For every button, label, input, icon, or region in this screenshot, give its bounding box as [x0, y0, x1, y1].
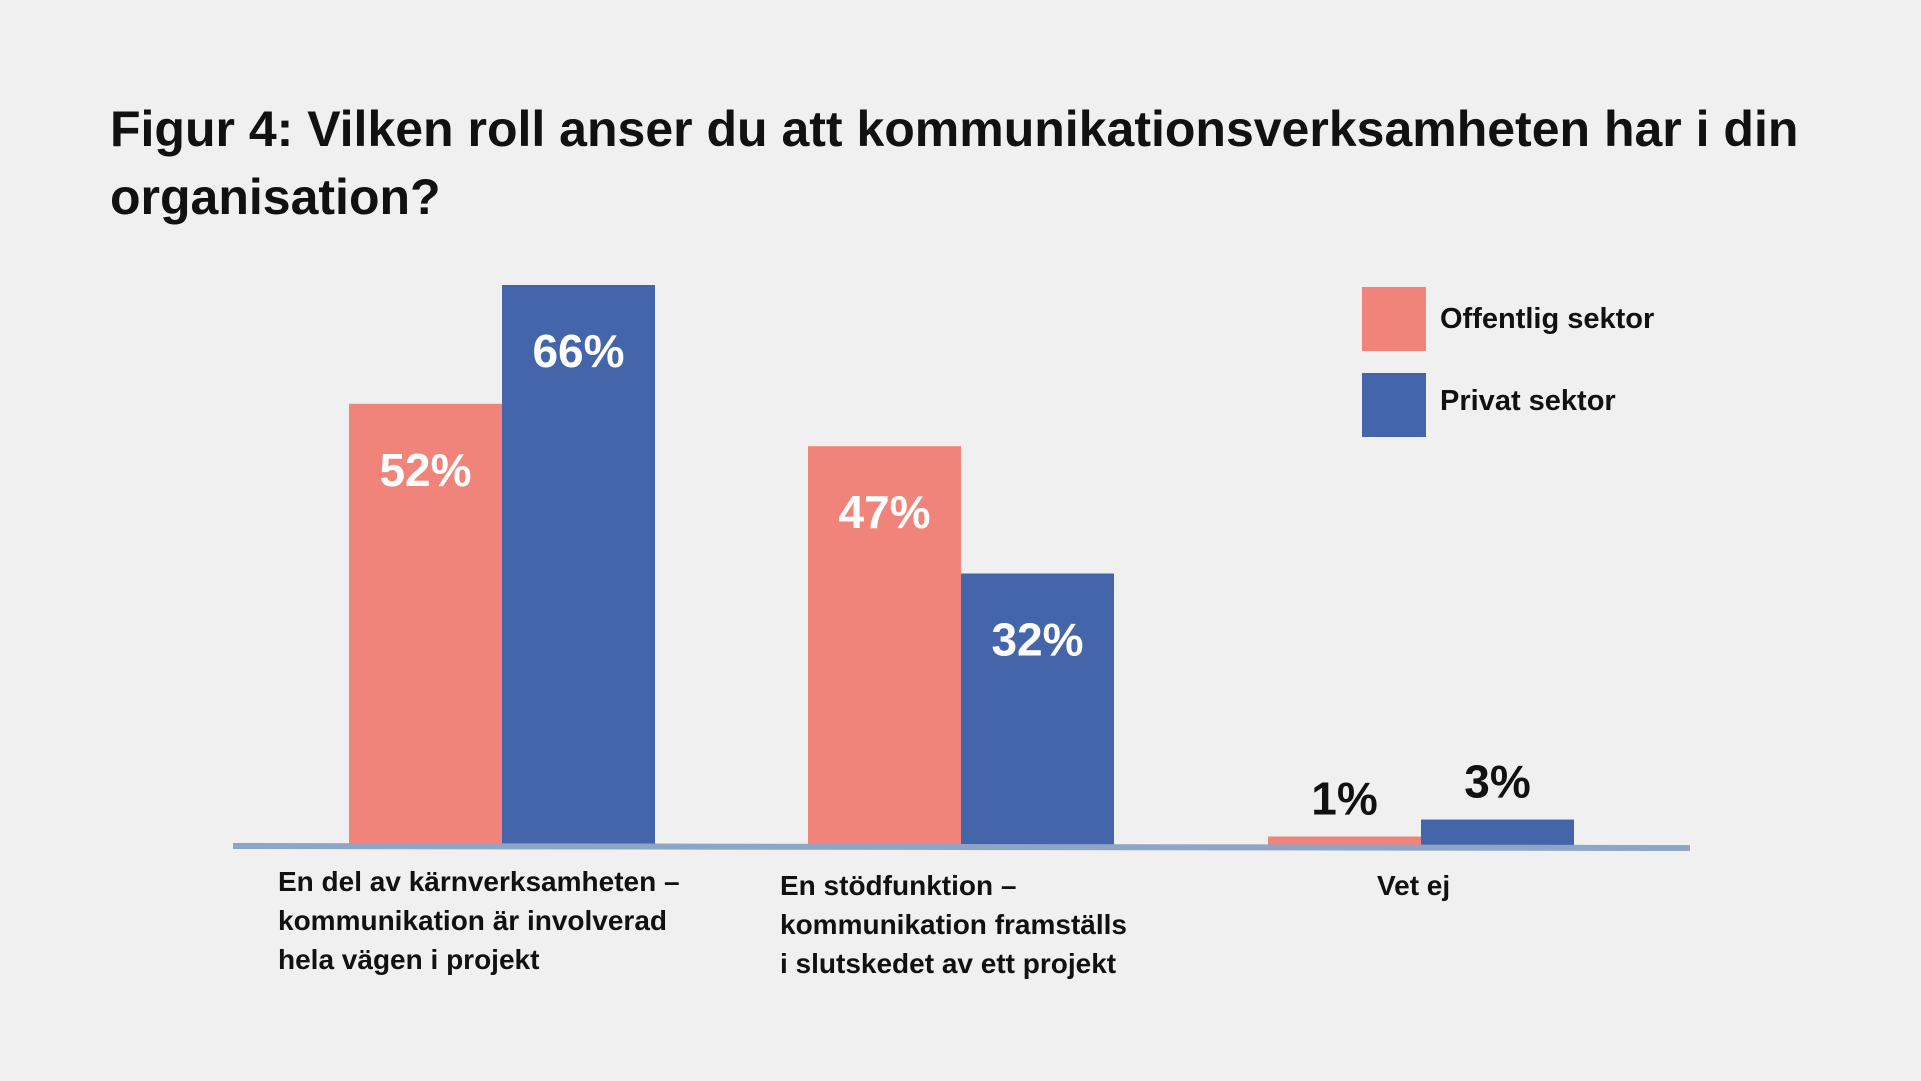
data-label: 1% [1311, 773, 1377, 825]
chart-title: Figur 4: Vilken roll anser du att kommun… [110, 101, 1799, 225]
bar-offentlig-0 [349, 403, 502, 845]
legend-label-offentlig: Offentlig sektor [1440, 303, 1655, 335]
legend-label-privat: Privat sektor [1440, 385, 1616, 417]
data-label: 52% [379, 444, 471, 496]
data-label: 47% [838, 486, 930, 538]
data-label: 3% [1464, 756, 1530, 808]
bar-offentlig-2 [1268, 836, 1421, 845]
category-label-stodfunktion: En stödfunktion – kommunikation framstäl… [780, 870, 1127, 979]
category-label-karnverksamhet: En del av kärnverksamheten – kommunikati… [278, 866, 680, 975]
bar-offentlig-1 [808, 446, 961, 845]
data-label: 32% [991, 613, 1083, 665]
x-axis-line [232, 843, 1691, 851]
bar-privat-1 [961, 573, 1114, 845]
bar-privat-0 [502, 285, 655, 845]
category-label-vet-ej: Vet ej [1377, 870, 1451, 901]
data-label: 66% [532, 325, 624, 377]
legend-swatch-offentlig [1362, 287, 1426, 351]
bar-privat-2 [1421, 819, 1574, 845]
legend-swatch-privat [1362, 373, 1426, 437]
